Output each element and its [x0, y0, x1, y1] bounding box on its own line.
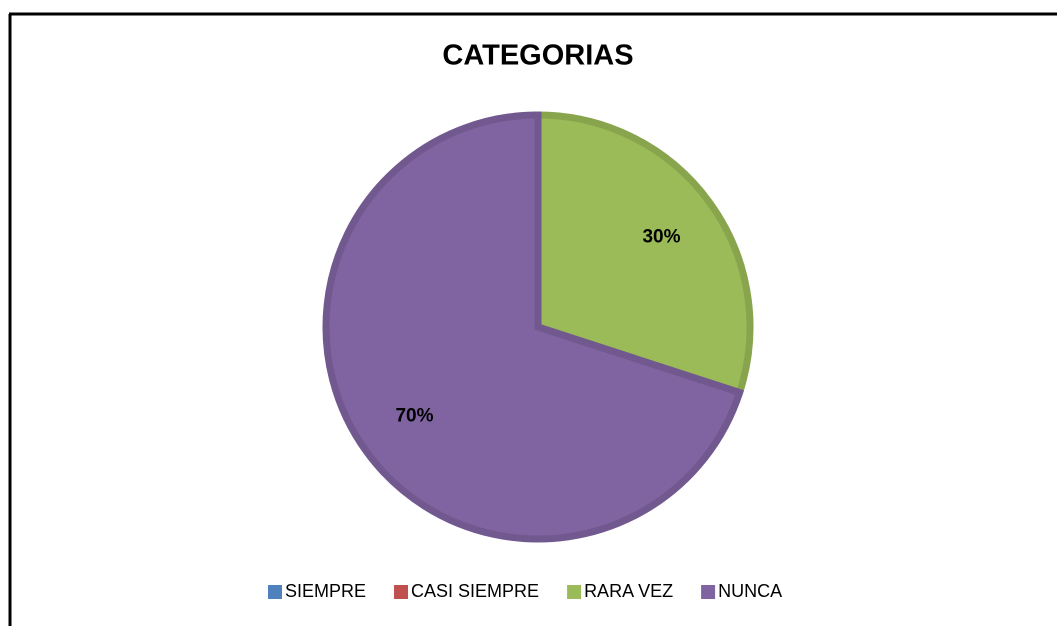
pie-slice: [322, 111, 745, 543]
legend-label: RARA VEZ: [584, 581, 673, 601]
legend-label: NUNCA: [718, 581, 782, 601]
legend-swatch: [268, 585, 282, 599]
data-label: 70%: [395, 406, 433, 427]
legend-label: SIEMPRE: [285, 581, 366, 601]
legend-swatch: [394, 585, 409, 599]
chart-title: CATEGORIAS: [442, 40, 633, 72]
pie-slice: [534, 111, 754, 397]
legend-label: CASI SIEMPRE: [411, 581, 539, 601]
legend-swatch: [701, 585, 716, 599]
legend-swatch: [567, 585, 582, 599]
data-label: 30%: [642, 226, 680, 247]
